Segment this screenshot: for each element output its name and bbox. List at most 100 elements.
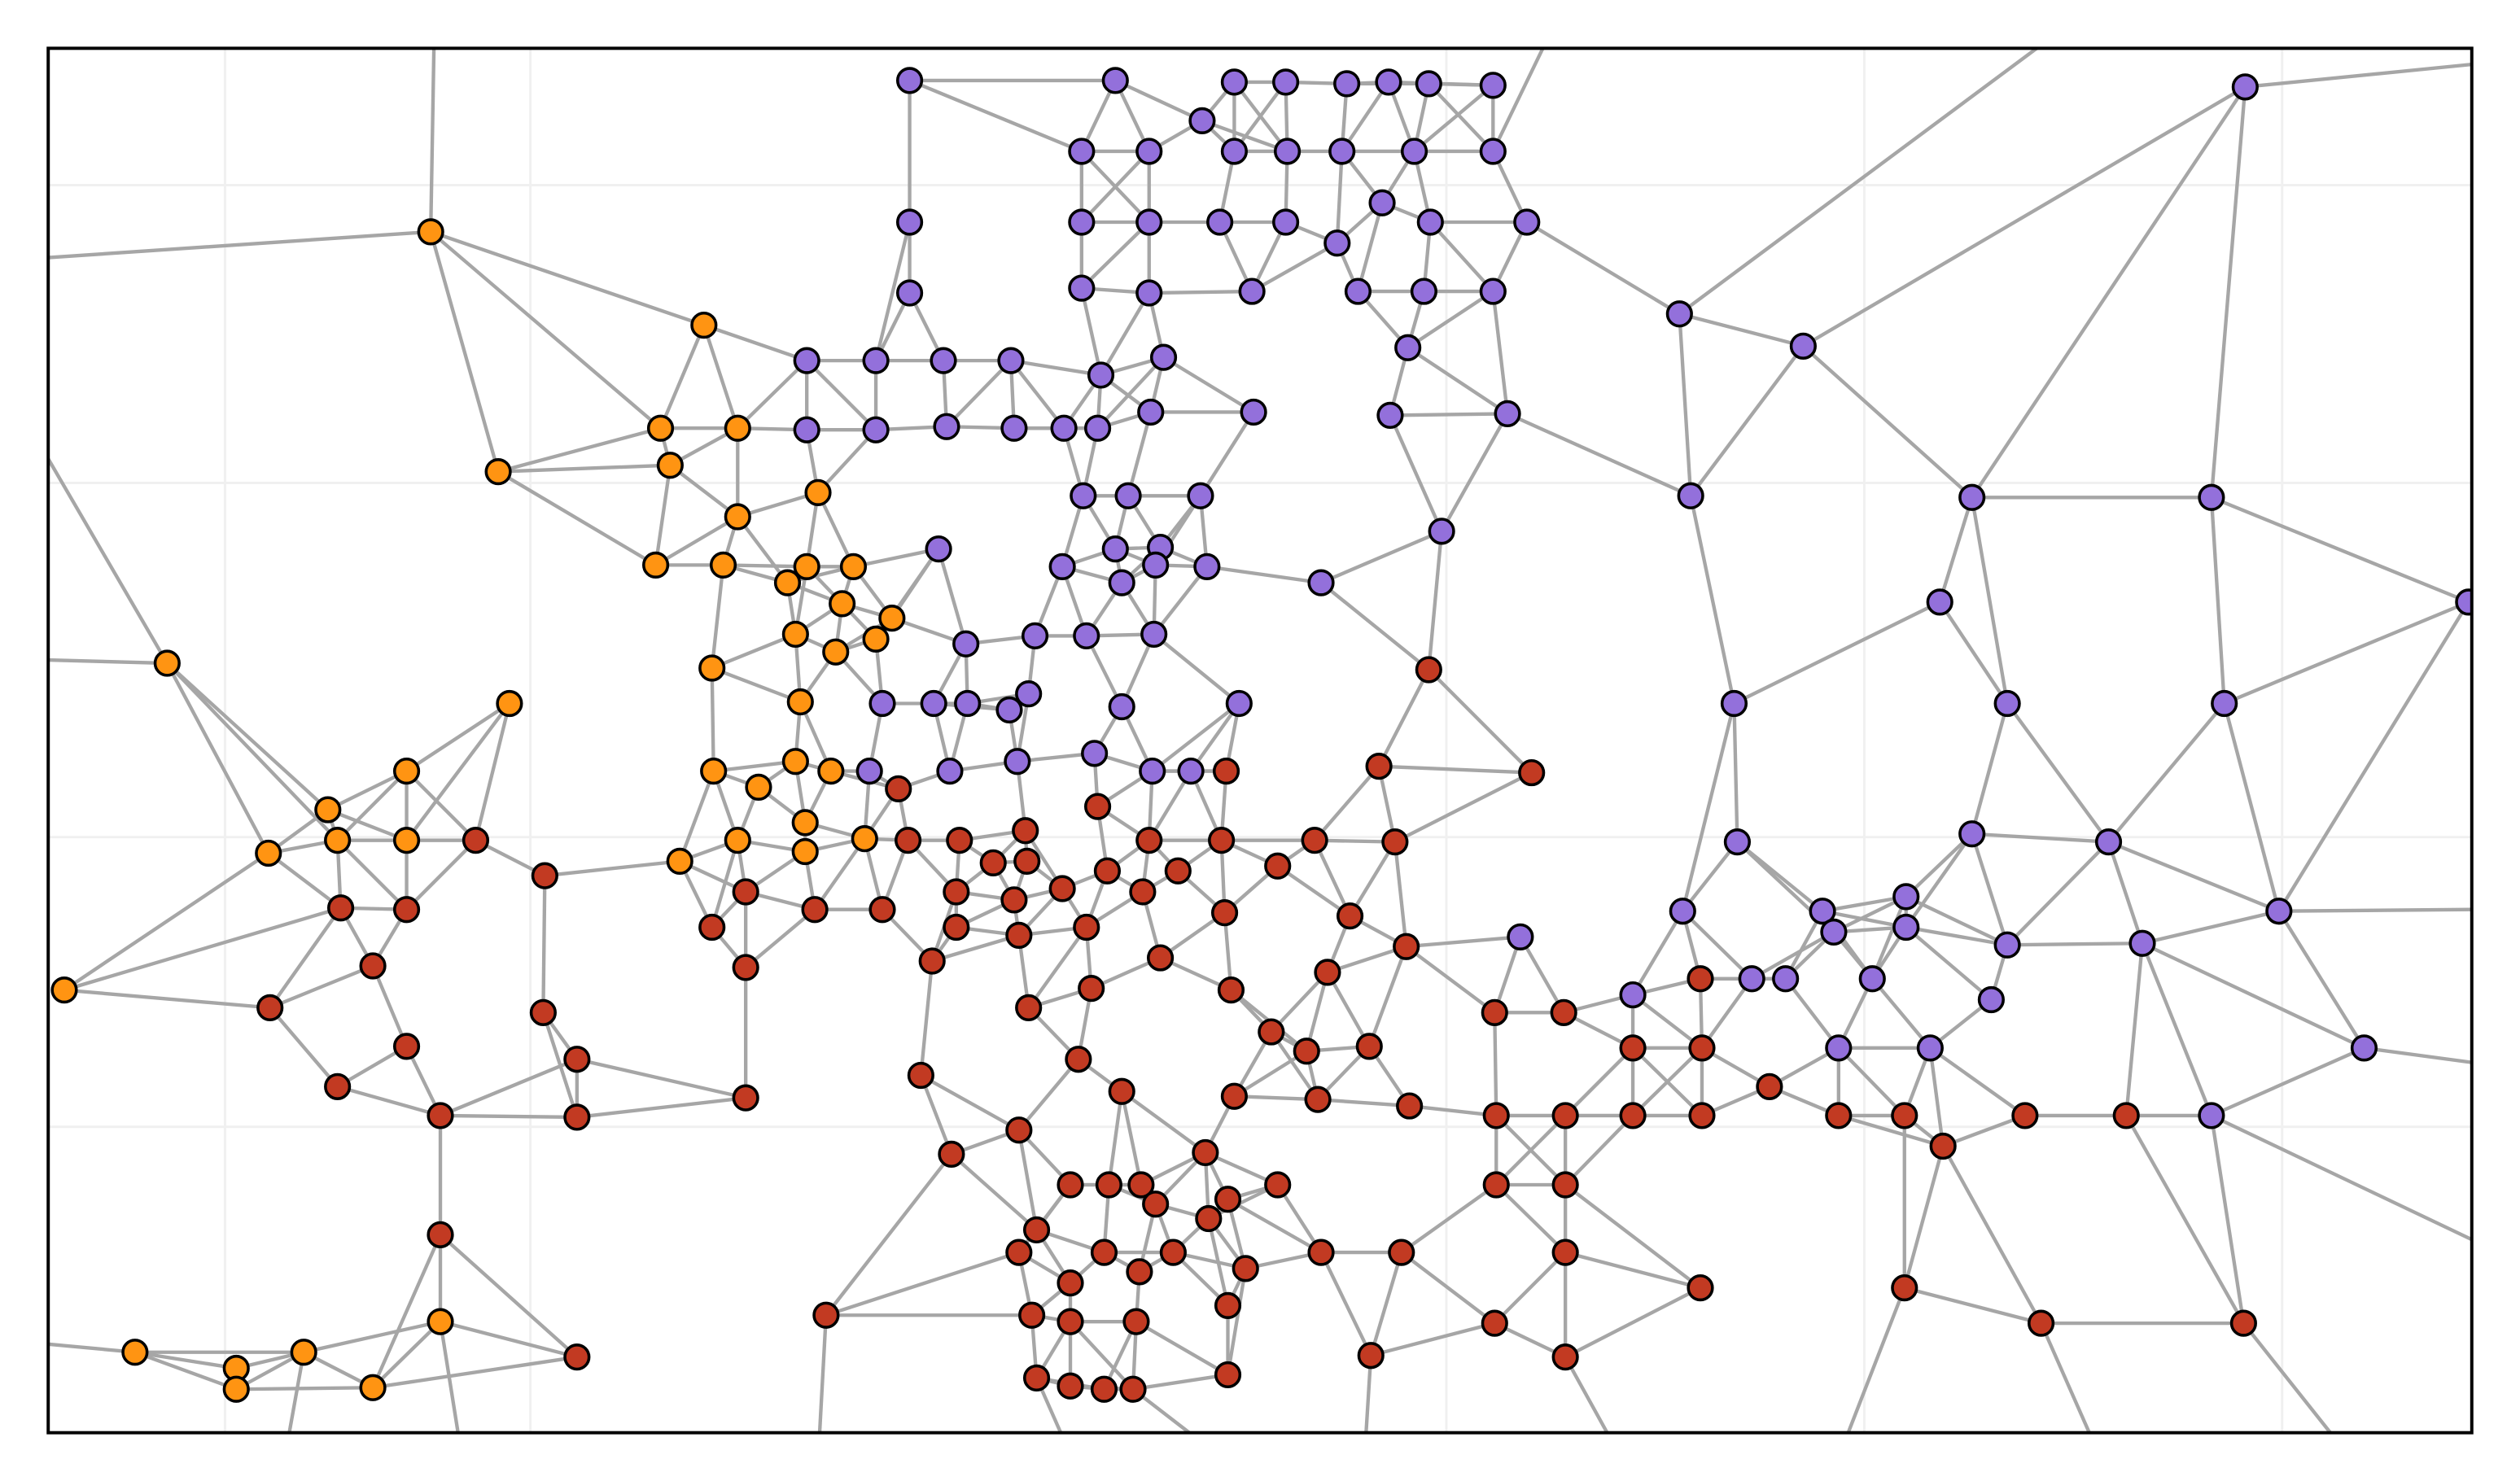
edge: [326, 769, 408, 812]
red-node: [2112, 1102, 2140, 1129]
edge: [1233, 1049, 1308, 1099]
purple-node: [1416, 208, 1444, 236]
edge: [1929, 1046, 2027, 1117]
edge: [2209, 497, 2226, 704]
red-node: [392, 1033, 421, 1060]
orange-node: [417, 218, 444, 246]
edge: [2039, 1322, 2091, 1433]
purple-node: [862, 416, 890, 443]
purple-node: [1114, 482, 1142, 509]
red-node: [1619, 1102, 1647, 1129]
edge: [1126, 411, 1153, 496]
edge: [336, 839, 409, 911]
purple-node: [1240, 398, 1267, 426]
edge: [1631, 993, 1704, 1050]
edge: [2124, 1114, 2246, 1325]
purple-node: [1428, 518, 1455, 545]
edge: [1356, 202, 1385, 292]
red-node: [392, 896, 421, 924]
edge: [1080, 221, 1151, 290]
edge: [919, 960, 934, 1076]
red-node: [1208, 827, 1236, 854]
red-node: [1195, 1204, 1223, 1233]
red-node: [1073, 913, 1100, 941]
purple-node: [2094, 828, 2123, 856]
edge: [816, 428, 877, 494]
red-node: [1220, 1082, 1248, 1110]
edge: [825, 1153, 953, 1317]
edge: [1905, 925, 2008, 947]
edge: [371, 1320, 442, 1389]
orange-node: [791, 837, 819, 866]
orange-node: [698, 654, 726, 682]
edge: [372, 1355, 578, 1390]
edge: [654, 515, 739, 567]
purple-node: [793, 347, 820, 374]
edge: [658, 324, 706, 430]
red-node: [1005, 1239, 1033, 1266]
red-node: [1688, 1034, 1716, 1062]
orange-node: [50, 976, 78, 1004]
edge: [48, 229, 431, 260]
edge: [1232, 81, 1288, 153]
edge: [430, 229, 705, 327]
purple-node: [1101, 67, 1129, 94]
purple-node: [933, 413, 960, 440]
edge: [1162, 356, 1255, 414]
edge: [1120, 1090, 1144, 1186]
edge: [1234, 1094, 1319, 1102]
purple-node: [1479, 72, 1507, 99]
edge: [303, 1320, 441, 1354]
purple-node: [1068, 208, 1096, 236]
orange-node: [642, 551, 670, 579]
red-node: [1482, 1102, 1510, 1129]
edge: [1407, 290, 1494, 350]
red-node: [946, 827, 973, 854]
edge: [545, 859, 680, 878]
edge: [1678, 48, 2040, 316]
edge: [1564, 1250, 1701, 1290]
purple-node: [1273, 138, 1302, 165]
edge: [1317, 1097, 1410, 1108]
purple-node: [1410, 277, 1437, 305]
red-node: [1126, 1258, 1153, 1286]
red-node: [1013, 847, 1041, 875]
purple-node: [1015, 680, 1043, 708]
red-node: [732, 878, 759, 906]
edge: [1251, 241, 1338, 293]
edge: [1377, 668, 1431, 767]
orange-node: [822, 638, 850, 666]
purple-node: [1619, 981, 1647, 1009]
orange-node: [392, 757, 421, 785]
edge: [1335, 151, 1344, 243]
edge: [1631, 910, 1685, 996]
purple-node: [855, 757, 883, 785]
red-node: [1551, 1343, 1579, 1371]
edge: [134, 1350, 237, 1370]
edge: [474, 702, 512, 841]
red-node: [1619, 1034, 1647, 1062]
edge: [1428, 221, 1494, 293]
edge: [1148, 289, 1253, 295]
red-node: [1301, 827, 1328, 854]
red-node: [1090, 1375, 1118, 1403]
edge: [2364, 1046, 2472, 1064]
red-node: [1122, 1308, 1150, 1335]
purple-node: [1225, 689, 1253, 718]
orange-node: [745, 773, 772, 801]
edge: [1348, 841, 1397, 917]
red-node: [1095, 1171, 1122, 1199]
orange-node: [724, 827, 751, 854]
orange-node: [839, 553, 868, 580]
edge: [236, 1386, 374, 1391]
purple-node: [1993, 931, 2021, 959]
edge: [440, 1057, 578, 1117]
purple-node: [793, 416, 820, 443]
edge: [2278, 907, 2472, 913]
edge: [1870, 896, 1908, 980]
purple-node: [1272, 68, 1300, 96]
purple-node: [2231, 73, 2259, 101]
orange-node: [392, 827, 421, 854]
purple-node: [1958, 820, 1986, 848]
